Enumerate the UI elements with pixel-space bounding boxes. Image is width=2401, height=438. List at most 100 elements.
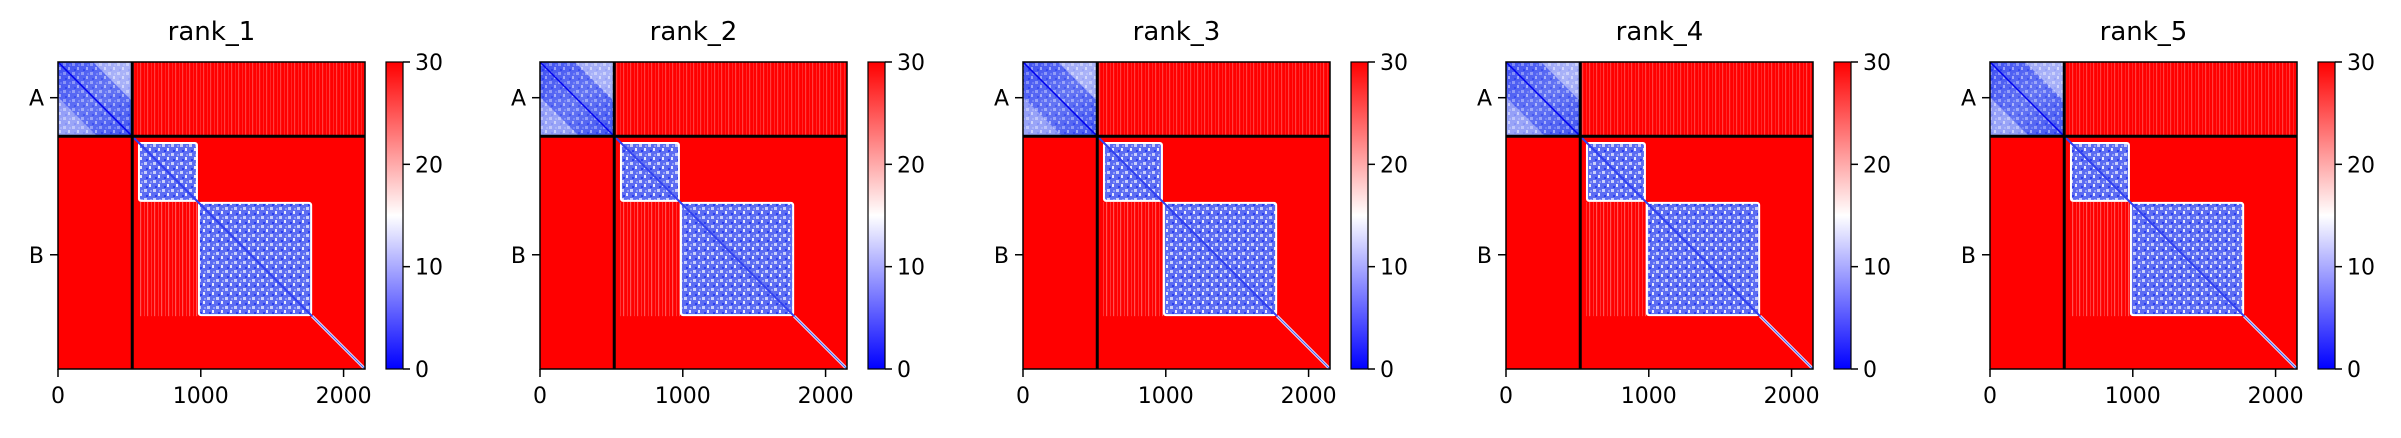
block-a-corner-bottom — [58, 97, 98, 137]
streaks-top — [132, 62, 365, 137]
colorbar-frame — [1833, 61, 1852, 370]
y-tick-label: A — [994, 87, 1009, 112]
colorbar-tick-label: 10 — [2347, 256, 2375, 281]
colorbar-tick-label: 10 — [1380, 256, 1408, 281]
panel-title: rank_1 — [168, 17, 256, 47]
x-tick-label: 0 — [51, 384, 65, 409]
y-tick-label: A — [29, 87, 44, 112]
block-a-corner-top — [1541, 62, 1581, 102]
diagonal-tail-core — [2243, 315, 2298, 370]
diagonal-tail-core — [793, 315, 848, 370]
colorbar-tick-label: 20 — [415, 153, 443, 178]
diagonal-a — [1022, 61, 1098, 137]
diagonal-a — [57, 61, 133, 137]
y-tick-label: A — [1477, 87, 1492, 112]
diagonal-tail-core — [1276, 315, 1331, 370]
block-a-corner-bottom — [1023, 97, 1063, 137]
x-tick-label: 1000 — [1621, 384, 1677, 409]
x-tick-label: 2000 — [316, 384, 372, 409]
block-a-corner-bottom — [1506, 97, 1546, 137]
panel-4: rank_4 0 1000 2000 A B 0 10 20 30 — [1477, 17, 1891, 409]
y-tick-label: A — [1961, 87, 1976, 112]
colorbar-frame — [1350, 61, 1369, 370]
colorbar-tick-label: 0 — [415, 358, 429, 383]
x-tick-label: 2000 — [1764, 384, 1820, 409]
y-tick-label: B — [511, 244, 526, 269]
colorbar-tick-label: 10 — [897, 256, 925, 281]
axes-frame — [1989, 61, 2298, 370]
streaks-mid — [137, 201, 198, 317]
streaks-mid — [1102, 201, 1163, 317]
colorbar-tick-label: 30 — [415, 51, 443, 76]
streaks-top — [2064, 62, 2297, 137]
colorbar — [1834, 62, 1851, 369]
colorbar-tick-label: 30 — [2347, 51, 2375, 76]
panel-title: rank_3 — [1133, 17, 1221, 47]
block-a-corner-bottom — [1990, 97, 2030, 137]
colorbar — [386, 62, 403, 369]
x-tick-label: 0 — [533, 384, 547, 409]
diagonal-a — [539, 61, 615, 137]
block-a-corner-top — [575, 62, 615, 102]
panel-1: rank_1 0 1000 2000 A B 0 10 20 30 — [29, 17, 443, 409]
colorbar-frame — [2317, 61, 2336, 370]
colorbar-tick-label: 30 — [1380, 51, 1408, 76]
diagonal-a — [1989, 61, 2065, 137]
colorbar — [1351, 62, 1368, 369]
streaks-mid — [1585, 201, 1646, 317]
x-tick-label: 1000 — [655, 384, 711, 409]
y-tick-label: B — [29, 244, 44, 269]
block-a-corner-top — [2025, 62, 2065, 102]
streaks-mid — [619, 201, 680, 317]
x-tick-label: 0 — [1016, 384, 1030, 409]
colorbar — [868, 62, 885, 369]
axes-frame — [1022, 61, 1331, 370]
diagonal-tail-core — [1759, 315, 1814, 370]
colorbar-tick-label: 0 — [2347, 358, 2361, 383]
diagonal-a — [1505, 61, 1581, 137]
panel-5: rank_5 0 1000 2000 A B 0 10 20 30 — [1961, 17, 2375, 409]
block-a-corner-top — [93, 62, 133, 102]
streaks-top — [614, 62, 847, 137]
panel-3: rank_3 0 1000 2000 A B 0 10 20 30 — [994, 17, 1408, 409]
colorbar-tick-label: 0 — [1380, 358, 1394, 383]
panel-title: rank_4 — [1616, 17, 1704, 47]
panel-2: rank_2 0 1000 2000 A B 0 10 20 30 — [511, 17, 925, 409]
colorbar-tick-label: 10 — [1863, 256, 1891, 281]
axes-frame — [539, 61, 848, 370]
x-tick-label: 2000 — [2248, 384, 2304, 409]
panel-title: rank_2 — [650, 17, 738, 47]
x-tick-label: 2000 — [1281, 384, 1337, 409]
axes-frame — [57, 61, 366, 370]
diagonal-tail-core — [311, 315, 366, 370]
x-tick-label: 1000 — [1138, 384, 1194, 409]
axes-frame — [1505, 61, 1814, 370]
y-tick-label: B — [1477, 244, 1492, 269]
colorbar-tick-label: 30 — [897, 51, 925, 76]
x-tick-label: 1000 — [173, 384, 229, 409]
colorbar-tick-label: 20 — [897, 153, 925, 178]
y-tick-label: B — [1961, 244, 1976, 269]
colorbar-tick-label: 20 — [2347, 153, 2375, 178]
streaks-top — [1580, 62, 1813, 137]
y-tick-label: B — [994, 244, 1009, 269]
x-tick-label: 0 — [1499, 384, 1513, 409]
x-tick-label: 0 — [1983, 384, 1997, 409]
streaks-mid — [2069, 201, 2130, 317]
colorbar — [2318, 62, 2335, 369]
block-a-corner-top — [1058, 62, 1098, 102]
colorbar-tick-label: 10 — [415, 256, 443, 281]
colorbar-tick-label: 20 — [1380, 153, 1408, 178]
x-tick-label: 1000 — [2105, 384, 2161, 409]
block-a-corner-bottom — [540, 97, 580, 137]
colorbar-frame — [385, 61, 404, 370]
y-tick-label: A — [511, 87, 526, 112]
streaks-top — [1097, 62, 1330, 137]
x-tick-label: 2000 — [798, 384, 854, 409]
colorbar-frame — [867, 61, 886, 370]
panel-title: rank_5 — [2100, 17, 2188, 47]
colorbar-tick-label: 30 — [1863, 51, 1891, 76]
colorbar-tick-label: 0 — [1863, 358, 1877, 383]
colorbar-tick-label: 20 — [1863, 153, 1891, 178]
